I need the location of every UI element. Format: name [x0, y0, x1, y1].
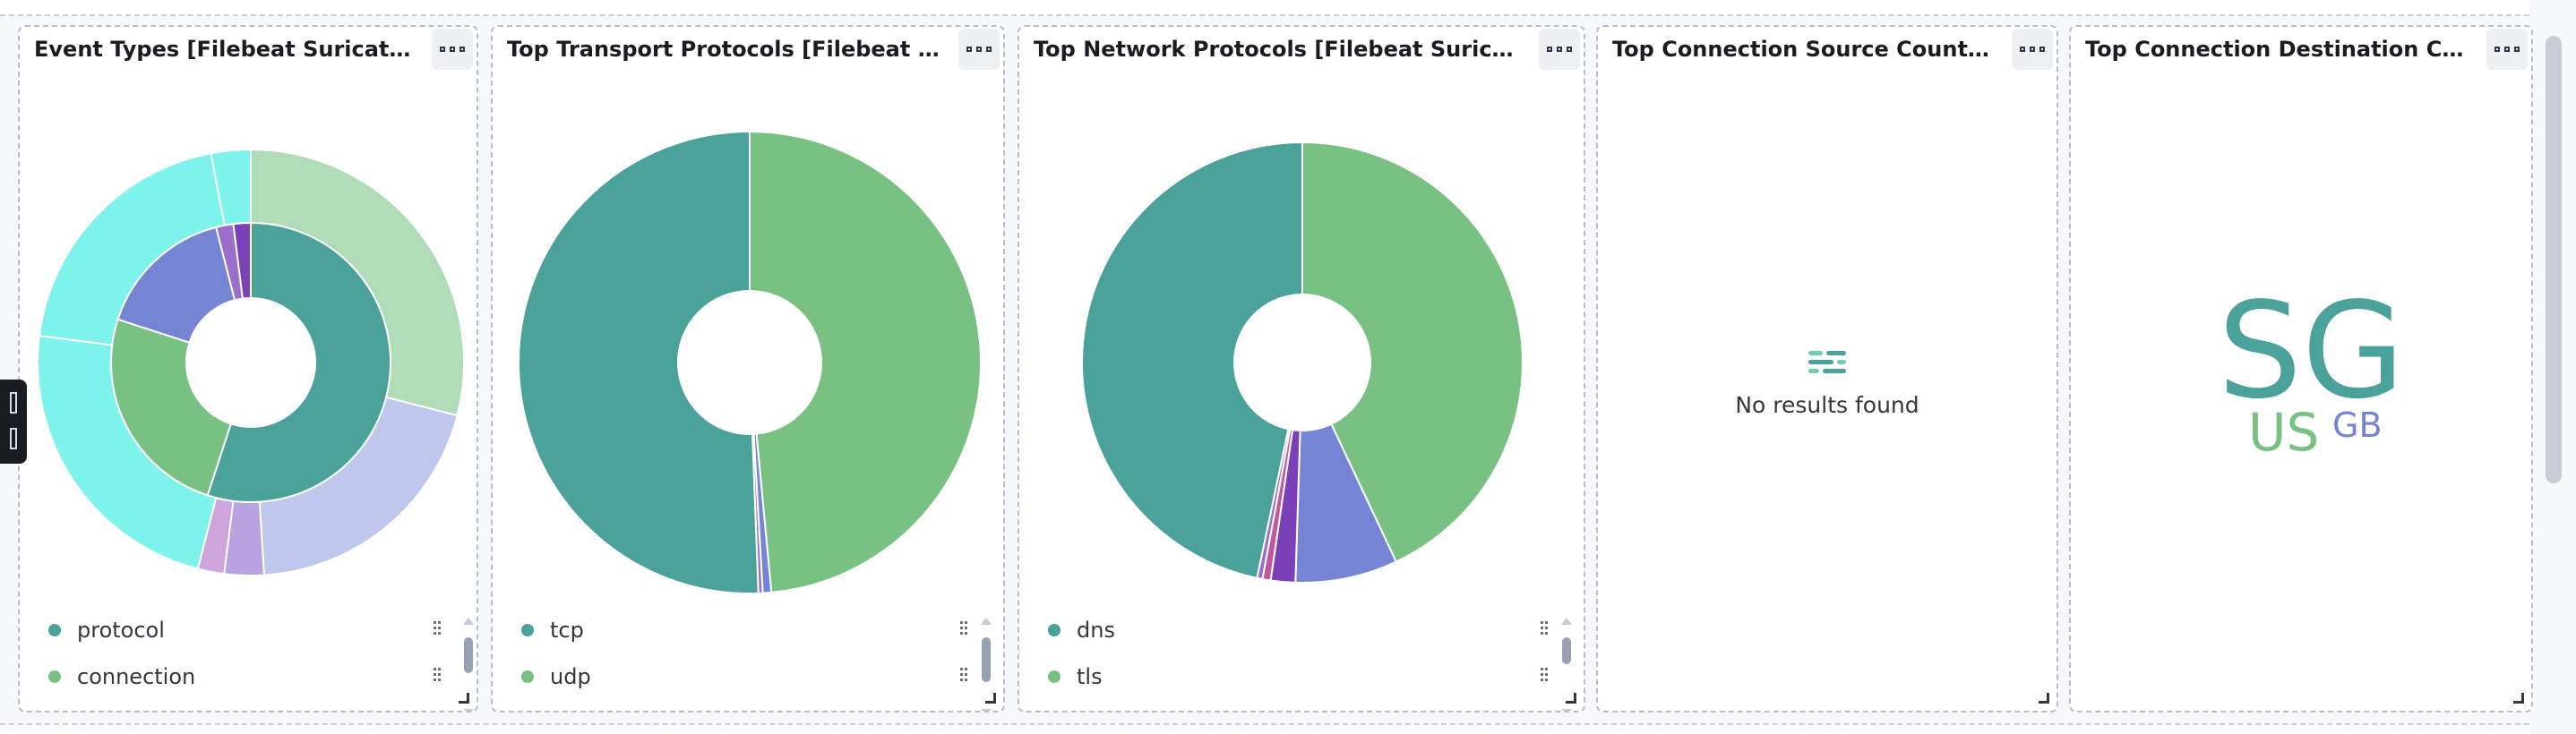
legend-dot-icon [521, 624, 534, 636]
dot-icon [986, 47, 992, 52]
inner-ring-slice[interactable] [206, 221, 391, 503]
legend-item[interactable]: udp [514, 653, 967, 700]
dot-icon [2039, 47, 2045, 52]
bottom-panel-strip [0, 723, 2529, 734]
panel-options-button[interactable] [2012, 29, 2053, 70]
legend-dot-icon [521, 670, 534, 683]
dot-icon [1567, 47, 1572, 52]
legend-item[interactable]: dns [1041, 607, 1548, 653]
legend-label: protocol [77, 618, 165, 643]
inner-ring-slice[interactable] [232, 221, 252, 300]
resize-handle-icon[interactable] [2513, 693, 2524, 704]
legend-item[interactable]: connection [41, 653, 441, 700]
legend-label: tls [1077, 664, 1103, 689]
tag-cloud-word-us[interactable]: US [2248, 402, 2320, 463]
tag-cloud-word-gb[interactable]: GB [2332, 405, 2383, 445]
panel-options-button[interactable] [1539, 29, 1580, 70]
dot-icon [976, 47, 982, 52]
panel-source-countries: Top Connection Source Countries [... No … [1596, 25, 2058, 713]
legend-label: tcp [550, 618, 584, 643]
empty-chart-icon [1807, 349, 1848, 376]
legend-options-icon[interactable] [960, 668, 967, 686]
dot-icon [459, 47, 465, 52]
dot-icon [450, 47, 455, 52]
network-protocol-slice[interactable] [1301, 141, 1524, 563]
legend-options-icon[interactable] [1541, 668, 1548, 686]
legend-dot-icon [48, 624, 61, 636]
legend-item[interactable]: tcp [514, 607, 967, 653]
panel-options-button[interactable] [958, 29, 1000, 70]
inner-ring-slice[interactable] [116, 226, 236, 345]
dot-icon [966, 47, 972, 52]
transport-protocol-slice[interactable] [518, 130, 760, 594]
legend-scrollbar[interactable] [462, 618, 475, 711]
event-types-donut-chart [37, 148, 465, 576]
dot-icon [2020, 47, 2025, 52]
panel-options-button[interactable] [432, 29, 473, 70]
chart-legend: dns tls [1041, 607, 1548, 700]
legend-label: connection [77, 664, 196, 689]
legend-options-icon[interactable] [1541, 621, 1548, 639]
panel-destination-countries: Top Connection Destination Count... SG U… [2069, 25, 2533, 713]
dot-icon [2030, 47, 2035, 52]
legend-options-icon[interactable] [960, 621, 967, 639]
legend-scrollbar[interactable] [1560, 618, 1573, 711]
legend-options-icon[interactable] [434, 621, 441, 639]
dot-icon [2494, 47, 2500, 52]
chart-legend: tcp udp [514, 607, 967, 700]
legend-label: dns [1077, 618, 1115, 643]
dot-icon [1557, 47, 1562, 52]
legend-dot-icon [1048, 670, 1060, 683]
panel-transport-protocols: Top Transport Protocols [Filebeat Suric.… [491, 25, 1005, 713]
transport-protocol-slice[interactable] [749, 130, 982, 593]
panel-title: Top Connection Destination Count... [2085, 37, 2474, 62]
panel-network-protocols: Top Network Protocols [Filebeat Suricata… [1018, 25, 1585, 713]
network-protocol-slice[interactable] [1081, 141, 1303, 579]
legend-scrollbar[interactable] [980, 618, 992, 711]
no-results-message: No results found [1598, 349, 2057, 418]
legend-label: udp [550, 664, 591, 689]
network-protocols-donut-chart [1081, 141, 1524, 584]
tag-cloud-word-sg[interactable]: SG [2218, 274, 2405, 428]
resize-handle-icon[interactable] [1566, 693, 1576, 704]
dot-icon [1547, 47, 1552, 52]
dot-icon [2504, 47, 2510, 52]
chart-legend: protocol connection [41, 607, 441, 700]
resize-handle-icon[interactable] [459, 693, 469, 704]
legend-dot-icon [48, 670, 61, 683]
transport-protocols-donut-chart [518, 130, 982, 594]
panel-title: Top Connection Source Countries [... [1612, 37, 1999, 62]
dot-icon [440, 47, 445, 52]
legend-item[interactable]: tls [1041, 653, 1548, 700]
legend-options-icon[interactable] [434, 668, 441, 686]
legend-item[interactable]: protocol [41, 607, 441, 653]
side-toggle-button[interactable] [0, 380, 27, 464]
resize-handle-icon[interactable] [985, 693, 996, 704]
resize-handle-icon[interactable] [2039, 693, 2049, 704]
inner-ring-slice[interactable] [110, 318, 233, 497]
top-panel-strip [0, 0, 2529, 16]
dot-icon [2514, 47, 2520, 52]
legend-dot-icon [1048, 624, 1060, 636]
no-results-text: No results found [1735, 392, 1919, 418]
page-scrollbar[interactable] [2546, 36, 2562, 483]
panel-event-types: Event Types [Filebeat Suricata] (co... p… [18, 25, 478, 713]
panel-options-button[interactable] [2486, 29, 2528, 70]
